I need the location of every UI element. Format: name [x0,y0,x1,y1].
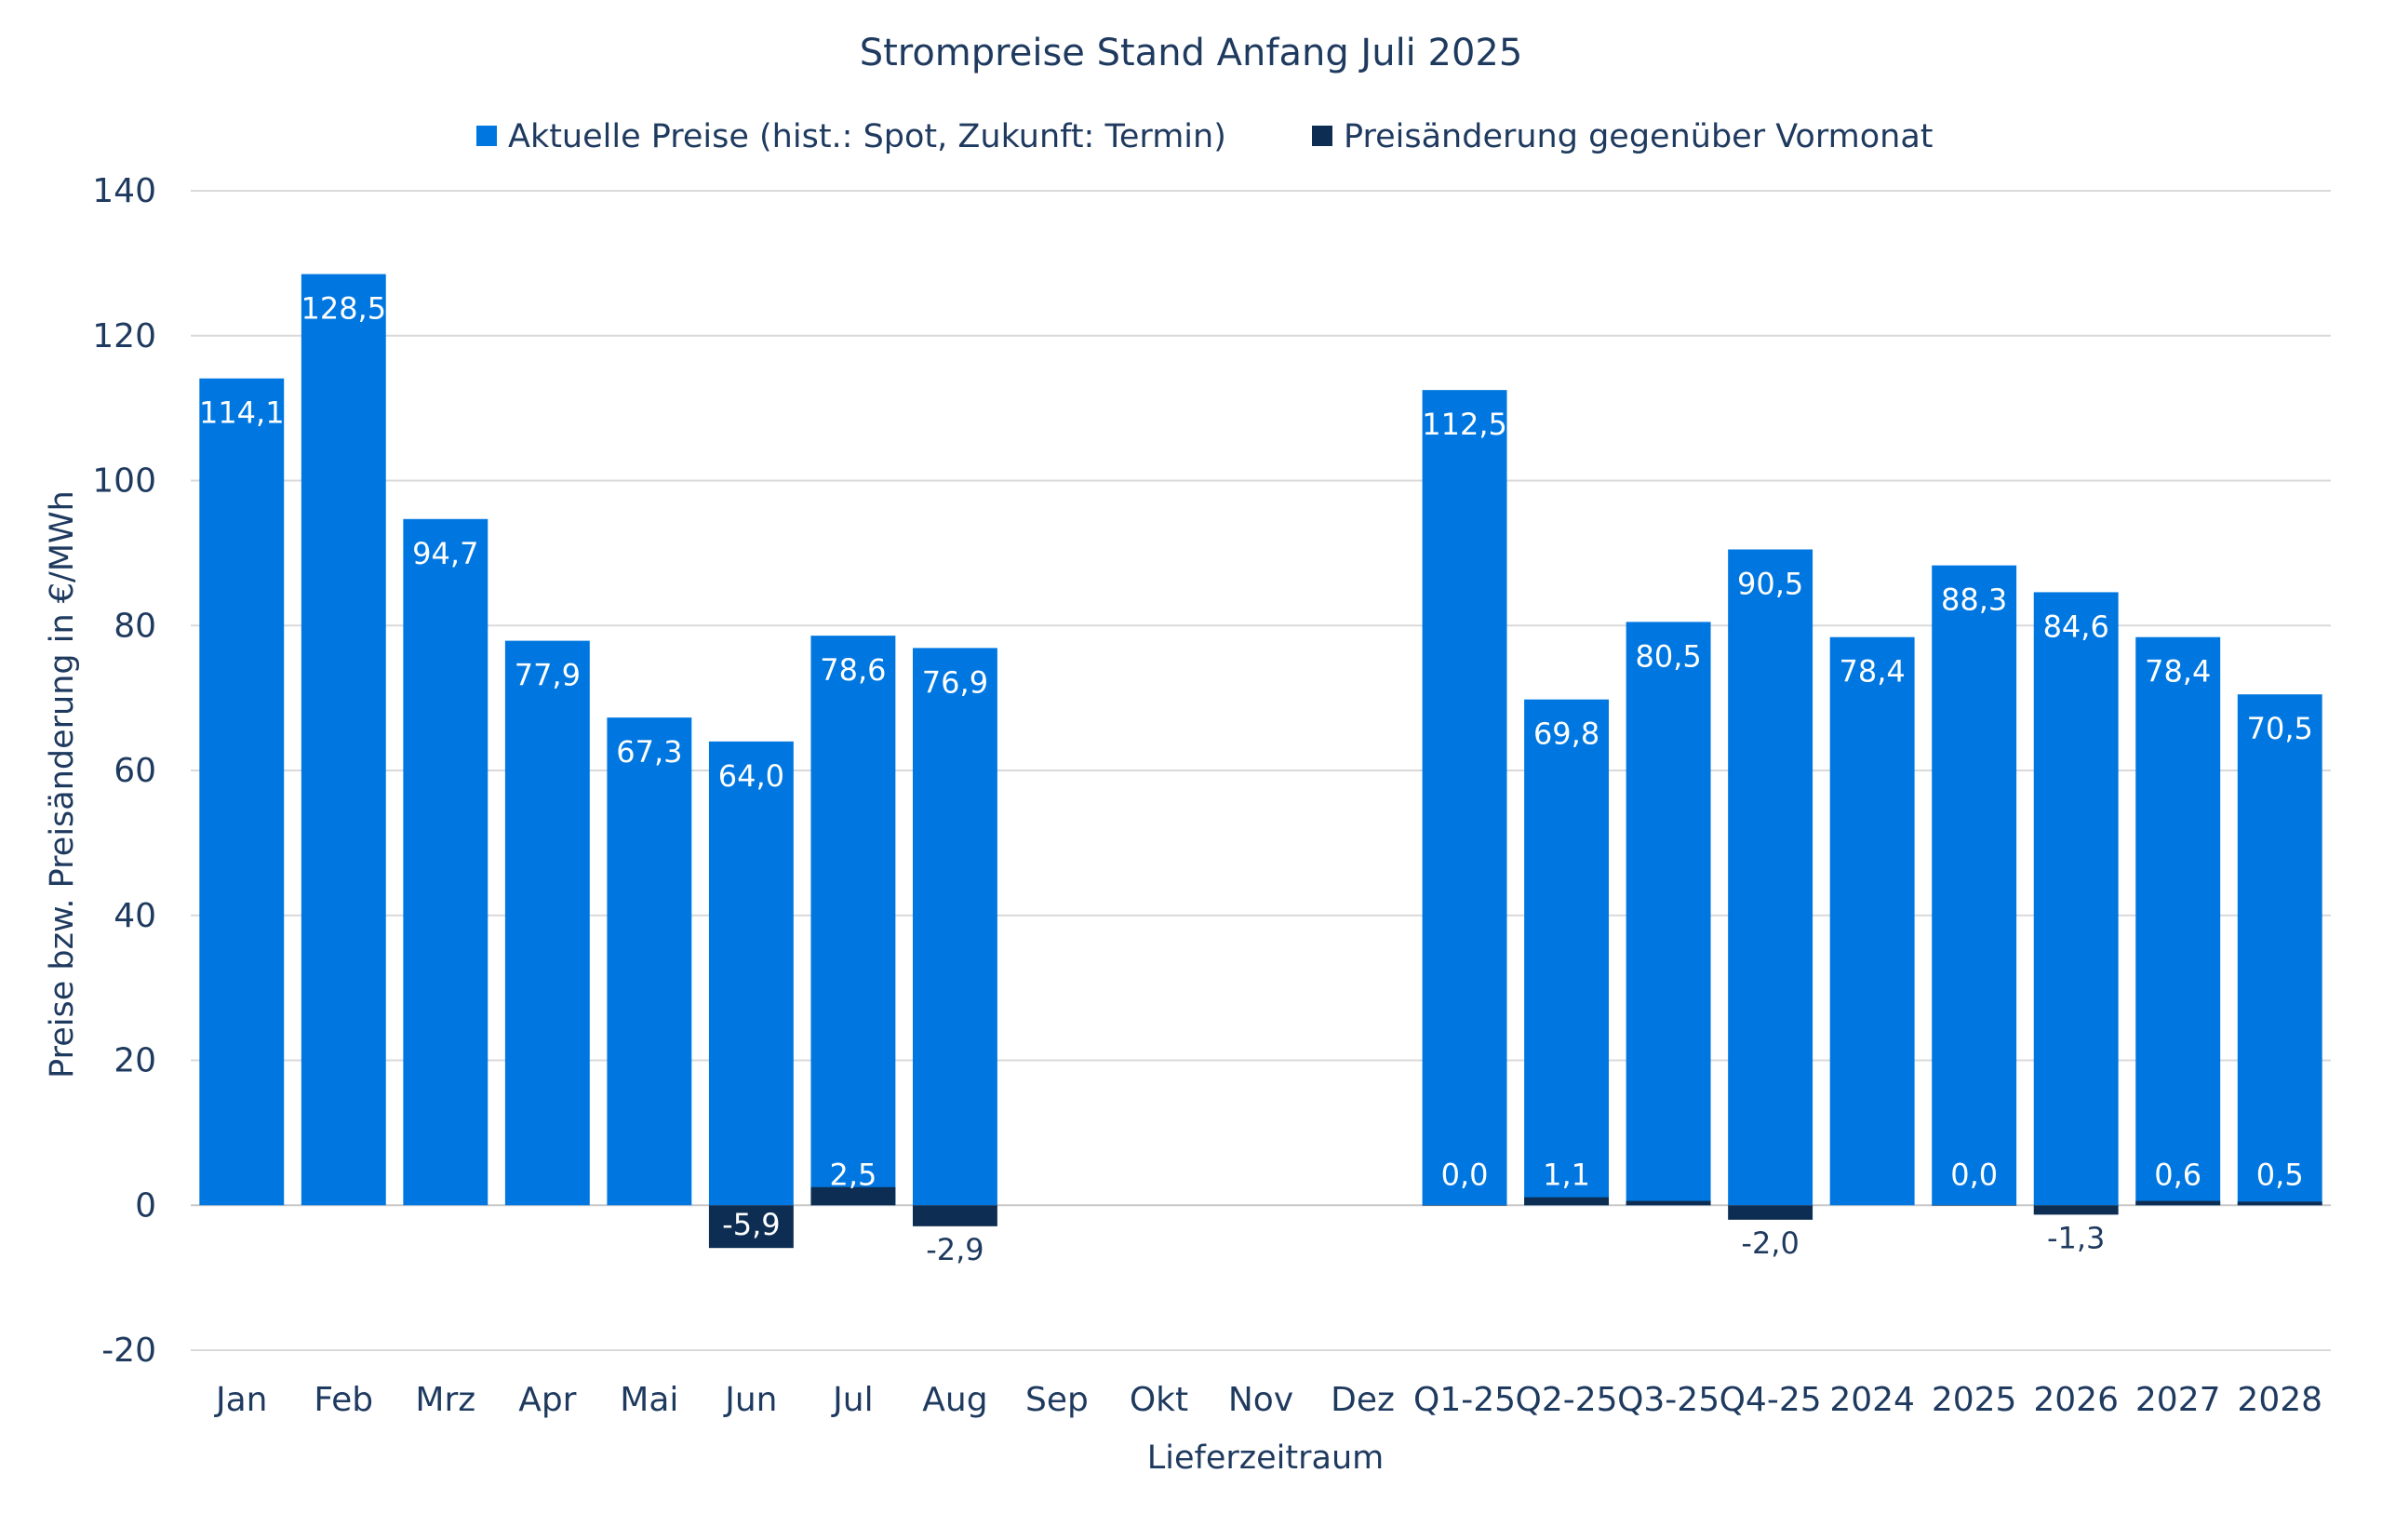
change-bar [1932,1205,2017,1206]
x-tick-label: 2025 [1932,1381,2017,1419]
change-value-label: 1,1 [1543,1157,1590,1192]
price-value-label: 80,5 [1635,638,1701,674]
change-value-label: 0,5 [2256,1157,2304,1192]
x-tick-label: 2026 [2033,1381,2119,1419]
price-bar [1829,636,1915,1206]
price-value-label: 76,9 [922,664,988,700]
change-value-label: -2,9 [926,1232,984,1267]
price-value-label: 67,3 [616,734,682,770]
change-value-label: 0,0 [1441,1157,1489,1192]
x-tick-label: Okt [1130,1381,1188,1419]
y-tick-label: 40 [114,897,156,935]
x-tick-label: Jul [831,1381,873,1419]
x-tick-label: 2024 [1829,1381,1915,1419]
change-bar [1524,1197,1610,1206]
legend-swatch-change [1312,126,1332,146]
x-tick-label: 2028 [2237,1381,2322,1419]
x-tick-label: Dez [1331,1381,1395,1419]
x-tick-label: Mrz [415,1381,475,1419]
x-tick-label: Q2-25 [1516,1381,1618,1419]
price-value-label: 77,9 [515,658,581,693]
price-value-label: 128,5 [301,291,386,327]
price-bar [1524,699,1610,1206]
x-tick-label: Q4-25 [1720,1381,1822,1419]
y-tick-label: -20 [101,1332,156,1370]
x-tick-label: Q1-25 [1413,1381,1516,1419]
change-bar [708,1205,794,1249]
price-bar [1626,622,1711,1206]
x-tick-label: Jan [214,1381,268,1419]
price-bar [1932,565,2017,1206]
y-tick-label: 20 [114,1042,156,1080]
y-tick-label: 100 [92,462,156,501]
x-tick-label: Aug [922,1381,987,1419]
change-bar [2135,1200,2221,1206]
y-tick-label: 0 [135,1186,156,1225]
x-tick-label: Apr [518,1381,576,1419]
price-value-label: 112,5 [1422,407,1507,442]
price-value-label: 84,6 [2043,609,2109,644]
price-bar [1728,549,1813,1206]
price-value-label: 90,5 [1737,566,1803,601]
price-bar [2237,694,2322,1206]
price-value-label: 94,7 [412,536,478,571]
change-value-label: -5,9 [722,1207,780,1242]
x-tick-label: 2027 [2135,1381,2221,1419]
x-tick-label: Nov [1228,1381,1293,1419]
price-bar [199,378,285,1206]
price-bar [912,648,997,1206]
x-tick-label: Mai [620,1381,678,1419]
y-axis-ticks: -20 0 20 40 60 80 100 120 140 [92,172,156,1370]
legend-label-prices: Aktuelle Preise (hist.: Spot, Zukunft: T… [508,118,1226,155]
legend-label-change: Preisänderung gegenüber Vormonat [1344,118,1934,155]
price-bar [301,274,386,1206]
change-bar [2033,1205,2119,1215]
price-bar [2033,592,2119,1206]
x-tick-label: Q3-25 [1617,1381,1720,1419]
price-value-label: 70,5 [2247,711,2313,746]
change-value-label: 0,0 [1950,1157,1998,1192]
price-value-label: 78,6 [820,652,886,688]
change-bar [1626,1200,1711,1206]
change-value-label: -2,0 [1741,1225,1799,1261]
price-bar [403,518,488,1206]
price-bar [810,636,896,1206]
change-bar [1728,1205,1813,1220]
y-tick-label: 60 [114,752,156,790]
price-value-label: 78,4 [1840,654,1906,690]
price-bar [2135,636,2221,1206]
y-tick-label: 80 [114,607,156,645]
x-tick-label: Jun [723,1381,777,1419]
price-bar [1422,390,1507,1206]
price-bar [504,640,590,1206]
price-value-label: 69,8 [1533,716,1599,752]
change-value-label: 0,6 [2154,1157,2201,1192]
change-bar [912,1205,997,1226]
legend: Aktuelle Preise (hist.: Spot, Zukunft: T… [476,118,1934,155]
price-value-label: 78,4 [2145,654,2211,690]
y-axis-label: Preise bzw. Preisänderung in €/MWh [44,490,81,1078]
y-tick-label: 120 [92,317,156,355]
change-value-label: -1,3 [2047,1220,2105,1255]
price-bar [708,741,794,1206]
change-value-label: 2,5 [829,1157,877,1192]
y-tick-label: 140 [92,172,156,210]
price-value-label: 114,1 [199,395,285,431]
price-bars: 114,1 128,5 94,7 77,9 67,3 64,0 78,6 76,9 112,5 6… [199,274,2322,1206]
price-bar [607,717,692,1206]
x-axis-label: Lieferzeitraum [1147,1440,1384,1477]
x-axis-ticks: Jan Feb Mrz Apr Mai Jun Jul Aug Sep Okt Nov Dez Q1-2… [214,1381,2322,1419]
x-tick-label: Sep [1025,1381,1089,1419]
chart-title: Strompreise Stand Anfang Juli 2025 [860,32,1523,74]
change-bar [1422,1205,1507,1206]
change-bars: -5,9 2,5 -2,9 0,0 1,1 -2,0 0,0 -1,3 0,6 0,5 [708,1157,2322,1267]
change-bar [2237,1201,2322,1206]
change-bar [810,1186,896,1206]
legend-swatch-prices [476,126,497,146]
price-value-label: 64,0 [718,758,784,794]
x-tick-label: Feb [314,1381,373,1419]
price-value-label: 88,3 [1941,583,2007,618]
